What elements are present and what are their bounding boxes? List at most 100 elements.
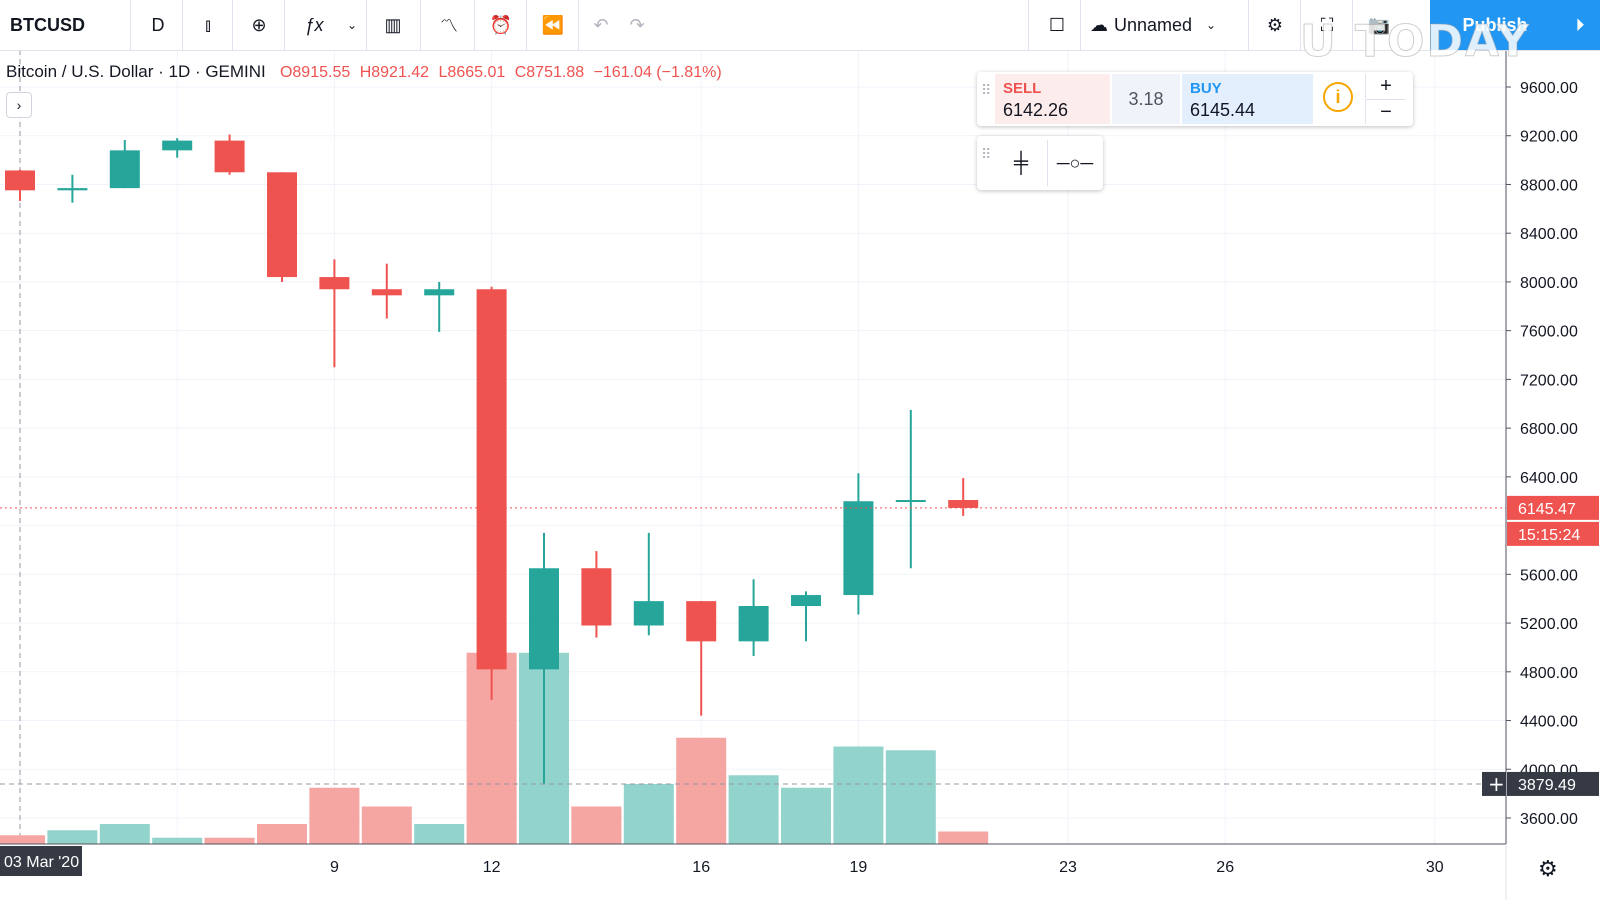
candle-body xyxy=(424,289,455,296)
volume-bar xyxy=(361,806,412,844)
legend-close: C8751.88 xyxy=(514,64,585,81)
candle-body xyxy=(633,601,664,626)
financials-button[interactable]: ▥ xyxy=(370,0,416,50)
redo-button[interactable]: ↷ xyxy=(622,0,652,50)
candle-body xyxy=(529,568,559,670)
horizontal-line-icon: ─○─ xyxy=(1056,152,1094,173)
layout-name[interactable]: ☁ Unnamed ⌄ xyxy=(1086,0,1246,50)
symbol-search[interactable]: BTCUSD xyxy=(10,14,85,35)
sell-button[interactable]: SELL 6142.26 xyxy=(995,74,1110,124)
legend-expand-button[interactable]: › xyxy=(6,92,32,118)
line-chart-icon: 〽 xyxy=(440,16,458,36)
add-circle-icon: ⊕ xyxy=(251,14,267,35)
y-tick-label: 3600.00 xyxy=(1520,811,1578,828)
bar-chart-icon: ▥ xyxy=(384,14,402,35)
volume-bar xyxy=(885,750,936,844)
candle-body xyxy=(686,601,717,642)
volume-bar xyxy=(99,824,150,844)
watermark-logo: U TODAY xyxy=(1300,16,1531,68)
camera-icon: 📷 xyxy=(1367,14,1391,35)
volume-bar xyxy=(152,837,203,844)
legend-open: O8915.55 xyxy=(279,64,351,81)
legend-low: L8665.01 xyxy=(438,64,506,81)
candle-body xyxy=(162,140,193,151)
crosshair-price-badge xyxy=(1507,771,1599,796)
chevron-down-icon: ⌄ xyxy=(1206,18,1217,32)
chevron-down-icon: ⌄ xyxy=(346,18,358,32)
buy-price: 6145.44 xyxy=(1190,100,1256,120)
compare-button[interactable]: ⊕ xyxy=(236,0,282,50)
templates-button[interactable]: 〽 xyxy=(424,0,474,50)
square-icon: ☐ xyxy=(1048,14,1066,35)
interval-selector[interactable]: D xyxy=(151,14,165,35)
candle-body xyxy=(371,289,402,296)
crosshair-plus-badge xyxy=(1482,771,1506,796)
y-tick-label: 6400.00 xyxy=(1520,470,1578,487)
info-icon[interactable]: i xyxy=(1323,82,1353,112)
countdown-label: 15:15:24 xyxy=(1518,527,1580,544)
top-toolbar: BTCUSD D ⫾ ⊕ ƒx ⌄ ▥ 〽 ⏰ ⏪ ↶ ↷ ☐ ☁ Unname… xyxy=(0,0,1600,51)
crosshair-price-label: 3879.49 xyxy=(1518,777,1576,794)
x-tick-label: 23 xyxy=(1059,859,1077,876)
y-tick-label: 5600.00 xyxy=(1520,567,1578,584)
expand-icon: ⛶ xyxy=(1320,14,1334,35)
alert-button[interactable]: ⏰ xyxy=(478,0,524,50)
drawing-tools-panel: ⠿ ╪ ─○─ xyxy=(977,136,1103,190)
crosshair-plus-icon[interactable]: + xyxy=(1488,772,1505,796)
chart-type-button[interactable]: ⫾ xyxy=(186,0,230,50)
buy-label: BUY xyxy=(1190,80,1222,97)
x-tick-label: 16 xyxy=(692,859,710,876)
time-axis-panel xyxy=(0,844,1600,900)
cloud-icon: ☁ xyxy=(1090,14,1108,35)
legend-change: −161.04 (−1.81%) xyxy=(593,64,722,81)
candle-body xyxy=(476,289,507,670)
rewind-icon: ⏪ xyxy=(541,14,565,35)
y-tick-label: 9200.00 xyxy=(1520,129,1578,146)
candle-body xyxy=(57,188,88,191)
increase-quantity-button[interactable]: + xyxy=(1365,74,1406,98)
buy-button[interactable]: BUY 6145.44 xyxy=(1182,74,1313,124)
volume-bar xyxy=(47,830,98,844)
countdown-badge xyxy=(1507,521,1599,546)
y-tick-label: 7200.00 xyxy=(1520,372,1578,389)
candle-body xyxy=(319,277,350,290)
trading-panel: ⠿ SELL 6142.26 3.18 BUY 6145.44 i + − xyxy=(977,72,1413,126)
candles-tool-button[interactable]: ╪ xyxy=(995,140,1048,186)
replay-button[interactable]: ⏪ xyxy=(530,0,576,50)
settings-button[interactable]: ⚙ xyxy=(1252,0,1298,50)
last-price-badge xyxy=(1507,495,1599,520)
play-button[interactable]: ⏵ xyxy=(1560,0,1600,50)
crosshair-date-badge xyxy=(0,846,82,876)
y-tick-label: 4400.00 xyxy=(1520,714,1578,731)
sell-price: 6142.26 xyxy=(1003,100,1069,120)
indicators-button[interactable]: ƒx xyxy=(290,0,338,50)
volume-bar xyxy=(571,806,622,844)
undo-icon: ↶ xyxy=(593,14,609,35)
horizontal-line-tool-button[interactable]: ─○─ xyxy=(1049,140,1101,186)
play-circle-icon: ⏵ xyxy=(1575,14,1585,35)
publish-button[interactable]: Publish xyxy=(1430,0,1560,50)
axis-settings-gear-icon[interactable]: ⚙ xyxy=(1538,857,1558,882)
indicators-dropdown[interactable]: ⌄ xyxy=(340,0,364,50)
candle-body xyxy=(109,150,140,189)
gear-icon: ⚙ xyxy=(1266,14,1284,35)
layout-button[interactable]: ☐ xyxy=(1034,0,1080,50)
undo-button[interactable]: ↶ xyxy=(586,0,616,50)
volume-bar xyxy=(728,775,779,844)
y-tick-label: 8800.00 xyxy=(1520,177,1578,194)
fullscreen-button[interactable]: ⛶ xyxy=(1304,0,1350,50)
decrease-quantity-button[interactable]: − xyxy=(1365,99,1406,124)
volume-bar xyxy=(414,824,465,844)
redo-icon: ↷ xyxy=(629,14,645,35)
layout-name-label: Unnamed xyxy=(1114,14,1193,35)
snapshot-button[interactable]: 📷 xyxy=(1356,0,1402,50)
candle-body xyxy=(267,172,297,278)
candle-body xyxy=(948,500,979,508)
x-tick-label: 9 xyxy=(330,859,339,876)
x-tick-label: 19 xyxy=(850,859,868,876)
drag-handle-icon[interactable]: ⠿ xyxy=(981,146,992,162)
last-price-label: 6145.47 xyxy=(1518,501,1576,518)
drag-handle-icon[interactable]: ⠿ xyxy=(981,82,992,98)
candles-icon: ╪ xyxy=(1013,151,1029,174)
